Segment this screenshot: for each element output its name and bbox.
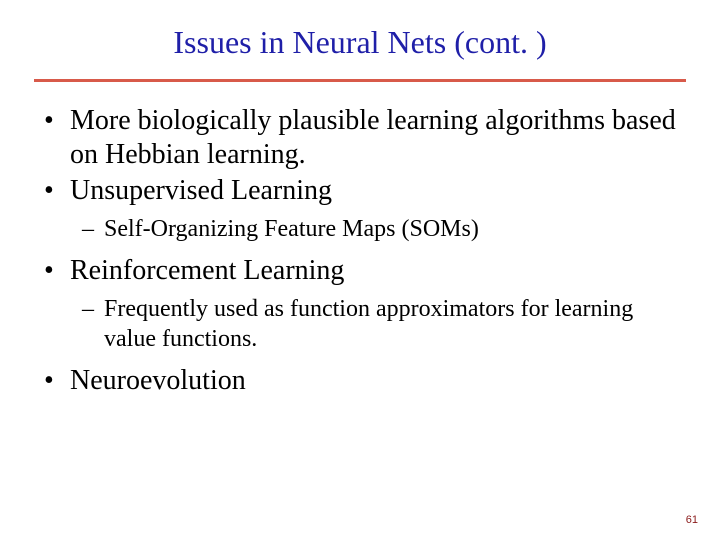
bullet-marker: • (40, 104, 70, 138)
bullet-marker: • (40, 254, 70, 288)
bullet-item: • Neuroevolution (40, 364, 686, 398)
slide-content: • More biologically plausible learning a… (34, 104, 686, 398)
sub-bullet-marker: – (82, 214, 104, 244)
bullet-text: Reinforcement Learning (70, 254, 686, 288)
sub-bullet-text: Self-Organizing Feature Maps (SOMs) (104, 214, 686, 244)
bullet-text: Unsupervised Learning (70, 174, 686, 208)
sub-bullet-marker: – (82, 294, 104, 324)
bullet-text: Neuroevolution (70, 364, 686, 398)
sub-bullet-text: Frequently used as function approximator… (104, 294, 686, 354)
slide-title: Issues in Neural Nets (cont. ) (34, 24, 686, 61)
bullet-item: • Unsupervised Learning (40, 174, 686, 208)
bullet-item: • Reinforcement Learning (40, 254, 686, 288)
title-underline (34, 79, 686, 82)
bullet-item: • More biologically plausible learning a… (40, 104, 686, 172)
bullet-marker: • (40, 174, 70, 208)
bullet-marker: • (40, 364, 70, 398)
page-number: 61 (686, 514, 698, 526)
bullet-text: More biologically plausible learning alg… (70, 104, 686, 172)
slide: Issues in Neural Nets (cont. ) • More bi… (0, 0, 720, 540)
sub-bullet-item: – Self-Organizing Feature Maps (SOMs) (40, 214, 686, 244)
sub-bullet-item: – Frequently used as function approximat… (40, 294, 686, 354)
